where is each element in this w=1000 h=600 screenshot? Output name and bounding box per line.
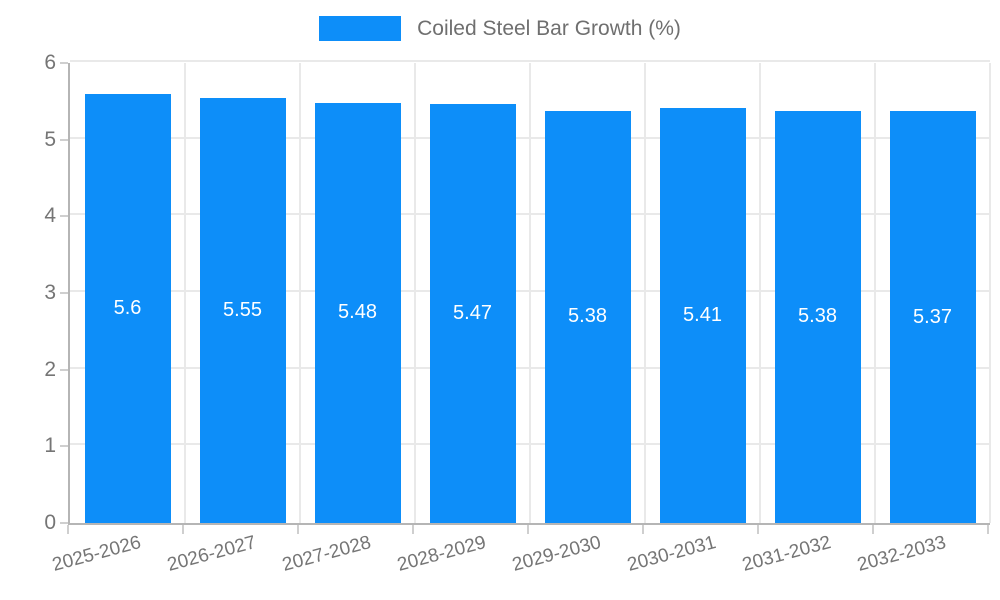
bar-2028-2029[interactable]: 5.47 [429, 103, 516, 523]
y-tick-label: 1 [44, 434, 56, 458]
x-tick-mark [297, 525, 299, 534]
y-tick-label: 6 [44, 51, 56, 74]
y-tick-label: 2 [44, 357, 56, 381]
vertical-gridline [414, 63, 416, 523]
y-tick-label: 4 [44, 204, 56, 228]
bar-value-label: 5.38 [568, 305, 607, 328]
x-tick-mark [872, 525, 874, 534]
bar-value-label: 5.38 [798, 305, 837, 328]
vertical-gridline [184, 63, 186, 523]
y-axis-tick-marks [60, 62, 68, 524]
vertical-gridline [874, 63, 876, 523]
x-tick-mark [757, 525, 759, 534]
x-tick-mark [642, 525, 644, 534]
plot-area: 5.6 5.55 5.48 5.47 5.38 5.41 5.38 5.37 [68, 60, 991, 525]
bar-value-label: 5.41 [683, 304, 722, 327]
y-tick-mark [60, 522, 68, 524]
y-tick-label: 0 [44, 511, 56, 534]
vertical-gridline [759, 63, 761, 523]
vertical-gridline [299, 63, 301, 523]
vertical-gridline [644, 63, 646, 523]
y-tick-label: 5 [44, 127, 56, 151]
bar-2032-2033[interactable]: 5.37 [889, 111, 976, 523]
bar-value-label: 5.55 [223, 298, 262, 321]
y-tick-mark [60, 445, 68, 448]
x-tick-mark [182, 525, 184, 534]
y-tick-mark [60, 368, 68, 371]
x-tick-mark [412, 525, 414, 534]
bar-value-label: 5.6 [113, 296, 142, 319]
y-tick-mark [60, 215, 68, 218]
vertical-gridline [529, 63, 531, 523]
y-tick-mark [60, 292, 68, 294]
x-tick-label: 2025-2026 [49, 532, 143, 576]
x-tick-label: 2029-2030 [509, 532, 603, 576]
bar-value-label: 5.48 [338, 301, 377, 324]
bar-2029-2030[interactable]: 5.38 [544, 110, 631, 523]
bar-value-label: 5.47 [453, 301, 492, 324]
x-tick-label: 2032-2033 [854, 532, 948, 576]
x-tick-mark [527, 525, 529, 534]
x-axis-tick-marks [67, 525, 989, 534]
bar-2027-2028[interactable]: 5.48 [314, 102, 401, 523]
x-tick-mark [67, 525, 69, 534]
y-tick-label: 3 [44, 281, 56, 304]
x-tick-label: 2031-2032 [739, 532, 833, 576]
x-tick-label: 2027-2028 [279, 532, 373, 576]
y-tick-mark [60, 138, 68, 141]
x-tick-label: 2026-2027 [164, 532, 258, 576]
legend-swatch [319, 16, 402, 41]
bar-value-label: 5.37 [913, 305, 952, 328]
y-tick-mark [60, 62, 68, 64]
x-tick-label: 2030-2031 [624, 532, 718, 576]
bar-2030-2031[interactable]: 5.41 [659, 108, 746, 523]
x-tick-label: 2028-2029 [394, 532, 488, 576]
bar-2025-2026[interactable]: 5.6 [84, 93, 171, 523]
vertical-gridline [989, 63, 991, 523]
y-axis: 6 5 4 3 2 1 0 [0, 51, 56, 534]
bar-2026-2027[interactable]: 5.55 [199, 97, 286, 523]
bar-2031-2032[interactable]: 5.38 [774, 110, 861, 523]
x-axis: 2025-2026 2026-2027 2027-2028 2028-2029 … [50, 532, 988, 592]
x-tick-mark [987, 525, 989, 534]
legend-label: Coiled Steel Bar Growth (%) [417, 16, 681, 40]
horizontal-gridline [70, 60, 990, 62]
chart-legend[interactable]: Coiled Steel Bar Growth (%) [0, 16, 1000, 41]
